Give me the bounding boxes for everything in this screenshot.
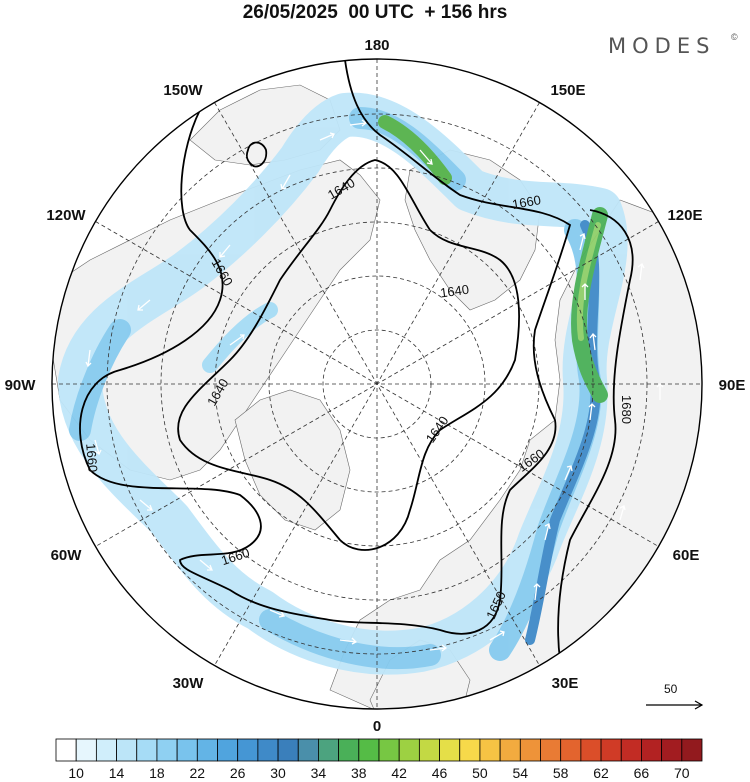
colorbar-label: 38	[351, 765, 367, 780]
contour-label: 1660	[83, 443, 100, 473]
colorbar-swatch	[338, 738, 360, 762]
colorbar-swatch	[277, 738, 299, 762]
modes-logo: MODES	[608, 34, 716, 58]
colorbar-swatch	[156, 738, 178, 762]
contour-1640	[177, 159, 520, 551]
lon-label-180: 180	[364, 37, 389, 54]
lon-label-120e: 120E	[667, 207, 702, 224]
longitude-labels: 180 150E 120E 90E 60E 30E 0 30W 60W 90W …	[5, 37, 746, 735]
colorbar-labels: 10 14 18 22 26 30 34 38 42 46 50 54 58 62 66 70	[68, 765, 689, 780]
colorbar-swatch	[398, 738, 420, 762]
graticule	[52, 59, 702, 709]
lon-label-150w: 150W	[163, 82, 203, 99]
colorbar-label: 70	[674, 765, 690, 780]
lon-label-30e: 30E	[552, 675, 579, 692]
contour-label: 1660	[511, 192, 542, 212]
colorbar-swatch	[620, 738, 642, 762]
lon-label-30w: 30W	[173, 675, 205, 692]
colorbar-swatch	[297, 738, 319, 762]
colorbar-label: 42	[391, 765, 407, 780]
colorbar-swatch	[661, 738, 683, 762]
colorbar-boxes	[55, 738, 703, 762]
lon-label-90w: 90W	[5, 377, 37, 394]
colorbar-swatch	[499, 738, 521, 762]
colorbar-swatch	[540, 738, 562, 762]
colorbar-label: 34	[311, 765, 327, 780]
colorbar-label: 14	[109, 765, 125, 780]
colorbar-label: 10	[68, 765, 84, 780]
colorbar-swatch	[681, 738, 703, 762]
colorbar-swatch	[318, 738, 340, 762]
lon-label-150e: 150E	[550, 82, 585, 99]
colorbar-label: 18	[149, 765, 165, 780]
jet-band-core	[525, 220, 601, 645]
jet-streak-west	[202, 302, 278, 373]
colorbar-swatch	[641, 738, 663, 762]
jet-max-asia-core	[576, 222, 601, 341]
geopotential-contours	[79, 59, 634, 661]
colorbar-swatch	[560, 738, 582, 762]
colorbar-swatch	[378, 738, 400, 762]
colorbar-swatch	[600, 738, 622, 762]
reference-vector-label: 50	[664, 682, 678, 696]
colorbar-label: 62	[593, 765, 609, 780]
reference-vector-arrow	[646, 700, 704, 710]
colorbar-swatch	[75, 738, 97, 762]
contour-1660	[79, 59, 572, 635]
colorbar-swatch	[257, 738, 279, 762]
lon-label-60w: 60W	[51, 547, 83, 564]
colorbar-label: 26	[230, 765, 246, 780]
greenland-land	[234, 389, 351, 531]
copyright-mark: ©	[731, 32, 738, 42]
lon-label-0: 0	[373, 718, 381, 735]
colorbar-label: 54	[513, 765, 529, 780]
colorbar-label: 58	[553, 765, 569, 780]
colorbar-label: 50	[472, 765, 488, 780]
colorbar-swatch	[439, 738, 461, 762]
map-title: 26/05/2025 00 UTC + 156 hrs	[242, 2, 508, 23]
colorbar-label: 46	[432, 765, 448, 780]
colorbar-swatch	[580, 738, 602, 762]
lon-label-120w: 120W	[46, 207, 86, 224]
map-border	[51, 58, 703, 710]
colorbar-swatch	[217, 738, 239, 762]
colorbar: 10 14 18 22 26 30 34 38 42 46 50 54 58 62 66 70	[55, 738, 703, 780]
colorbar-swatch	[479, 738, 501, 762]
colorbar-swatch	[116, 738, 138, 762]
colorbar-swatch	[196, 738, 218, 762]
wind-speed-shading	[58, 92, 628, 675]
wind-vectors	[85, 119, 664, 652]
contour-1660-loop	[245, 141, 268, 168]
lon-label-60e: 60E	[673, 547, 700, 564]
colorbar-swatch	[237, 738, 259, 762]
colorbar-swatch	[358, 738, 380, 762]
colorbar-swatch	[519, 738, 541, 762]
colorbar-label: 66	[634, 765, 650, 780]
colorbar-swatch	[176, 738, 198, 762]
colorbar-label: 30	[270, 765, 286, 780]
colorbar-swatch	[136, 738, 158, 762]
colorbar-swatch	[95, 738, 117, 762]
colorbar-swatch	[459, 738, 481, 762]
colorbar-swatch	[418, 738, 440, 762]
contour-label: 1640	[439, 282, 470, 301]
jet-max-pacific	[378, 115, 452, 185]
contour-label: 1680	[619, 395, 634, 424]
lon-label-90e: 90E	[719, 377, 746, 394]
contour-1680	[557, 209, 634, 661]
colorbar-label: 22	[190, 765, 206, 780]
colorbar-swatch	[55, 738, 77, 762]
